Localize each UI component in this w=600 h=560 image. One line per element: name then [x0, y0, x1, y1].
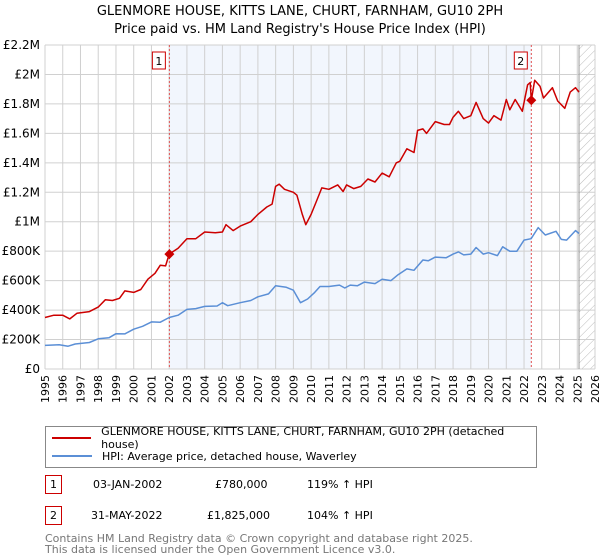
x-tick-label: 2015: [394, 375, 407, 403]
x-tick-label: 2021: [500, 375, 513, 403]
transaction-hpi: 119% ↑ HPI: [307, 478, 373, 491]
x-tick-label: 2001: [145, 375, 158, 403]
x-tick-label: 2024: [554, 375, 567, 403]
legend-item-hpi: HPI: Average price, detached house, Wave…: [52, 448, 357, 464]
y-tick-label: £200K: [2, 333, 42, 347]
transaction-row: 2 31-MAY-2022 £1,825,000 104% ↑ HPI: [45, 506, 545, 526]
legend-label: HPI: Average price, detached house, Wave…: [102, 449, 357, 463]
x-tick-label: 2013: [358, 375, 371, 403]
y-tick-label: £800K: [2, 244, 42, 258]
ownership-shaded-region: [169, 45, 532, 369]
x-tick-label: 2010: [305, 375, 318, 403]
x-tick-label: 2018: [447, 375, 460, 403]
legend-swatch-blue: [52, 455, 92, 457]
x-tick-label: 1996: [57, 375, 70, 403]
x-tick-label: 2009: [287, 375, 300, 403]
x-tick-label: 2003: [181, 375, 194, 403]
y-tick-label: £400K: [2, 303, 42, 317]
y-tick-label: £1.8M: [3, 97, 40, 111]
legend-label: GLENMORE HOUSE, KITTS LANE, CHURT, FARNH…: [101, 425, 505, 451]
x-tick-label: 2022: [518, 375, 531, 403]
sale-label-box: [151, 51, 166, 70]
x-tick-label: 2014: [376, 375, 389, 403]
x-tick-label: 2007: [252, 375, 265, 403]
y-tick-label: £1.6M: [3, 126, 40, 140]
sale-point-marker: [526, 95, 537, 106]
legend-item-property: GLENMORE HOUSE, KITTS LANE, CHURT, FARNH…: [52, 425, 536, 451]
x-tick-label: 2025: [571, 375, 584, 403]
sale-label-box: [513, 51, 528, 70]
x-tick-label: 2002: [163, 375, 176, 403]
y-tick-label: £1.2M: [3, 185, 40, 199]
x-tick-label: 2004: [199, 375, 212, 403]
legend: GLENMORE HOUSE, KITTS LANE, CHURT, FARNH…: [45, 425, 537, 468]
x-tick-label: 2011: [323, 375, 336, 403]
future-hatched-region: [579, 45, 595, 369]
x-tick-label: 1999: [110, 375, 123, 403]
transaction-badge: 1: [45, 475, 62, 494]
transaction-row: 1 03-JAN-2002 £780,000 119% ↑ HPI: [45, 475, 545, 495]
y-tick-label: £2.2M: [3, 38, 40, 52]
sale-label: 2: [517, 55, 524, 68]
footer: Contains HM Land Registry data © Crown c…: [45, 533, 473, 555]
transaction-badge: 2: [45, 506, 62, 525]
sale-label: 1: [155, 55, 162, 68]
transaction-date: 31-MAY-2022: [91, 509, 163, 522]
x-tick-label: 2005: [216, 375, 229, 403]
x-tick-label: 1997: [74, 375, 87, 403]
transaction-price: £780,000: [215, 478, 268, 491]
title-line-1: GLENMORE HOUSE, KITTS LANE, CHURT, FARNH…: [96, 4, 504, 19]
x-tick-label: 2020: [483, 375, 496, 403]
x-tick-label: 2000: [128, 375, 141, 403]
x-tick-label: 1995: [39, 375, 52, 403]
x-tick-label: 2017: [429, 375, 442, 403]
title-line-2: Price paid vs. HM Land Registry's House …: [114, 22, 486, 37]
x-tick-label: 2016: [412, 375, 425, 403]
y-tick-label: £2M: [14, 67, 40, 81]
y-tick-label: £0: [25, 362, 40, 376]
y-tick-label: £1M: [14, 215, 40, 229]
x-tick-label: 2026: [589, 375, 600, 403]
legend-swatch-red: [52, 437, 92, 439]
x-tick-label: 2006: [234, 375, 247, 403]
transaction-price: £1,825,000: [207, 509, 270, 522]
series-line: [44, 79, 580, 320]
x-tick-label: 2012: [341, 375, 354, 403]
transaction-hpi: 104% ↑ HPI: [307, 509, 373, 522]
series-line: [44, 226, 580, 347]
x-tick-label: 2019: [465, 375, 478, 403]
x-tick-label: 2008: [270, 375, 283, 403]
price-chart: 1995 1996 1997 1998 1999 2000 2001 2002 2003 2004…: [2, 38, 600, 403]
footer-licence: This data is licensed under the Open Gov…: [45, 543, 396, 556]
y-tick-label: £1.4M: [3, 156, 40, 170]
y-tick-label: £600K: [2, 274, 42, 288]
x-tick-label: 1998: [92, 375, 105, 403]
transaction-date: 03-JAN-2002: [93, 478, 163, 491]
footer-copyright: Contains HM Land Registry data © Crown c…: [45, 532, 473, 545]
chart-title: GLENMORE HOUSE, KITTS LANE, CHURT, FARNH…: [0, 3, 600, 39]
x-tick-label: 2023: [536, 375, 549, 403]
sale-point-marker: [164, 249, 175, 260]
